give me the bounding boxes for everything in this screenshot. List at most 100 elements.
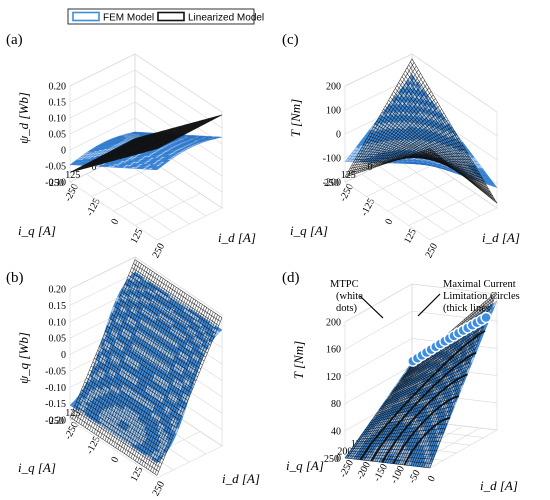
xlabel-d: i_d [A] (480, 478, 518, 493)
panel-label-a: (a) (6, 32, 23, 48)
fem-surface-patch (216, 136, 223, 138)
z-tick-label: 0.10 (49, 317, 67, 328)
x-tick-label: -150 (372, 462, 390, 483)
z-tick-label: -0.10 (45, 383, 66, 394)
x-tick-label: -200 (355, 460, 373, 481)
linear-mesh-line (150, 116, 216, 151)
zlabel-c: T [Nm] (288, 99, 303, 137)
xlabel-c: i_d [A] (482, 230, 520, 245)
z-tick-label: 0.15 (49, 98, 67, 109)
annotation-arrows (359, 293, 441, 319)
z-tick-label: 0.20 (49, 285, 67, 296)
ylabel-d: i_q [A] (286, 458, 324, 473)
z-tick-label: -0.10 (45, 178, 66, 189)
z-tick-label: 80 (331, 399, 341, 410)
z-tick-label: 200 (326, 82, 341, 93)
panel-c: (c) -200-1000100200-250-1250125250250125… (282, 32, 498, 260)
panel-a: (a) -0.10-0.0500.050.100.150.20-250-1250… (6, 32, 223, 260)
z-gridline (344, 53, 498, 113)
z-tick-label: 0 (61, 146, 66, 157)
xlabel-b: i_d [A] (222, 471, 260, 486)
x-tick-label: 250 (150, 480, 167, 498)
legend-swatch-fem (72, 11, 100, 22)
y-tick-label: 250 (49, 416, 64, 427)
y-gridline (69, 181, 158, 241)
xlabel-a: i_d [A] (218, 230, 256, 245)
z-tick-label: -0.05 (45, 366, 66, 377)
linear-mesh-line (148, 116, 214, 152)
linear-mesh-line (131, 116, 219, 141)
x-tick-label: -50 (407, 468, 423, 485)
panel-label-d: (d) (282, 270, 300, 286)
linear-mesh-line (154, 115, 220, 150)
x-tick-label: 125 (402, 227, 419, 245)
z-tick-label: 0.20 (49, 82, 67, 93)
z-tick-label: -200 (323, 178, 341, 189)
x-tick-label: -125 (359, 197, 377, 218)
z-tick-label: 0 (61, 350, 66, 361)
legend-swatch-linear (157, 11, 185, 22)
legend-label-linear: Linearized Model (188, 13, 264, 24)
y-tick-label: 0 (92, 162, 97, 173)
linear-mesh-line (145, 117, 212, 152)
z-tick-label: 100 (326, 106, 341, 117)
z-gridline (69, 117, 223, 177)
linear-mesh-line (133, 115, 221, 140)
ylabel-b: i_q [A] (18, 460, 56, 475)
ylabel-c: i_q [A] (290, 223, 328, 238)
y-tick-label: 125 (65, 170, 80, 181)
annotation-mtpc: MTPC (330, 279, 359, 290)
zlabel-d: T [Nm] (291, 341, 306, 379)
y-gridline (395, 157, 481, 217)
z-tick-label: 0.05 (49, 130, 67, 141)
annotation-limitation-circles: Limitation Circles (443, 291, 520, 302)
zlabel-a: ψ_d [Wb] (16, 92, 31, 144)
linear-mesh-line (156, 114, 223, 150)
linear-mesh-line (152, 115, 218, 151)
linear-mesh-line (130, 117, 218, 142)
x-tick-label: 0 (109, 455, 121, 465)
legend-label-fem: FEM Model (103, 13, 154, 24)
z-tick-label: 0.15 (49, 301, 67, 312)
z-tick-label: -0.05 (45, 162, 66, 173)
x-tick-label: 250 (150, 242, 167, 260)
y-tick-label: 250 (324, 178, 339, 189)
z-tick-label: 120 (326, 372, 341, 383)
z-gridline (69, 69, 223, 129)
z-tick-label: 0.05 (49, 334, 67, 345)
annotation-white: (white (336, 291, 363, 302)
x-tick-label: -100 (389, 464, 407, 485)
z-tick-label: 200 (326, 318, 341, 329)
annotation-dots: dots) (336, 303, 358, 314)
surfaces-0 (69, 114, 223, 173)
z-tick-label: 40 (331, 426, 341, 437)
linear-mesh-line (126, 118, 214, 143)
z-tick-label: 0.10 (49, 114, 67, 125)
y-tick-label: 125 (341, 170, 356, 181)
y-gridline (344, 181, 431, 241)
x-tick-label: -125 (84, 197, 102, 218)
linear-mesh-line (123, 120, 211, 145)
linear-mesh-line (128, 118, 216, 143)
annotation-maximal-current: Maximal Current (443, 279, 516, 290)
z-tick-label: -100 (323, 154, 341, 165)
legend: FEM Model Linearized Model (67, 8, 264, 25)
y-gridline (378, 165, 464, 225)
z-tick-label: -0.15 (45, 399, 66, 410)
y-gridline (86, 173, 174, 233)
y-gridline (361, 173, 447, 233)
ylabel-a: i_q [A] (18, 223, 56, 238)
arrow-mtpc (359, 295, 384, 319)
zlabel-b: ψ_q [Wb] (16, 332, 31, 384)
x-tick-label: -125 (84, 435, 102, 456)
panel-label-c: (c) (282, 32, 299, 48)
z-tick-label: 160 (326, 345, 341, 356)
arrow-circles (417, 293, 441, 317)
x-tick-label: 125 (129, 227, 146, 245)
x-tick-label: 125 (129, 465, 146, 483)
panel-d: (d) MTPC (white dots) Maximal Current Li… (282, 270, 520, 486)
linear-mesh-line (125, 119, 213, 144)
z-tick-label: 0 (336, 130, 341, 141)
x-tick-label: 0 (426, 474, 438, 484)
